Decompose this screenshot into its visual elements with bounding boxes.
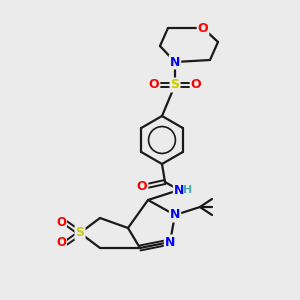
Text: N: N [170, 56, 180, 68]
Text: N: N [174, 184, 184, 196]
Text: O: O [191, 79, 201, 92]
Text: O: O [56, 217, 66, 230]
Text: O: O [137, 179, 147, 193]
Text: N: N [165, 236, 175, 248]
Text: O: O [56, 236, 66, 250]
Text: S: S [170, 79, 179, 92]
Text: H: H [183, 185, 193, 195]
Text: N: N [170, 208, 180, 221]
Text: S: S [76, 226, 85, 239]
Text: O: O [149, 79, 159, 92]
Text: O: O [198, 22, 208, 34]
